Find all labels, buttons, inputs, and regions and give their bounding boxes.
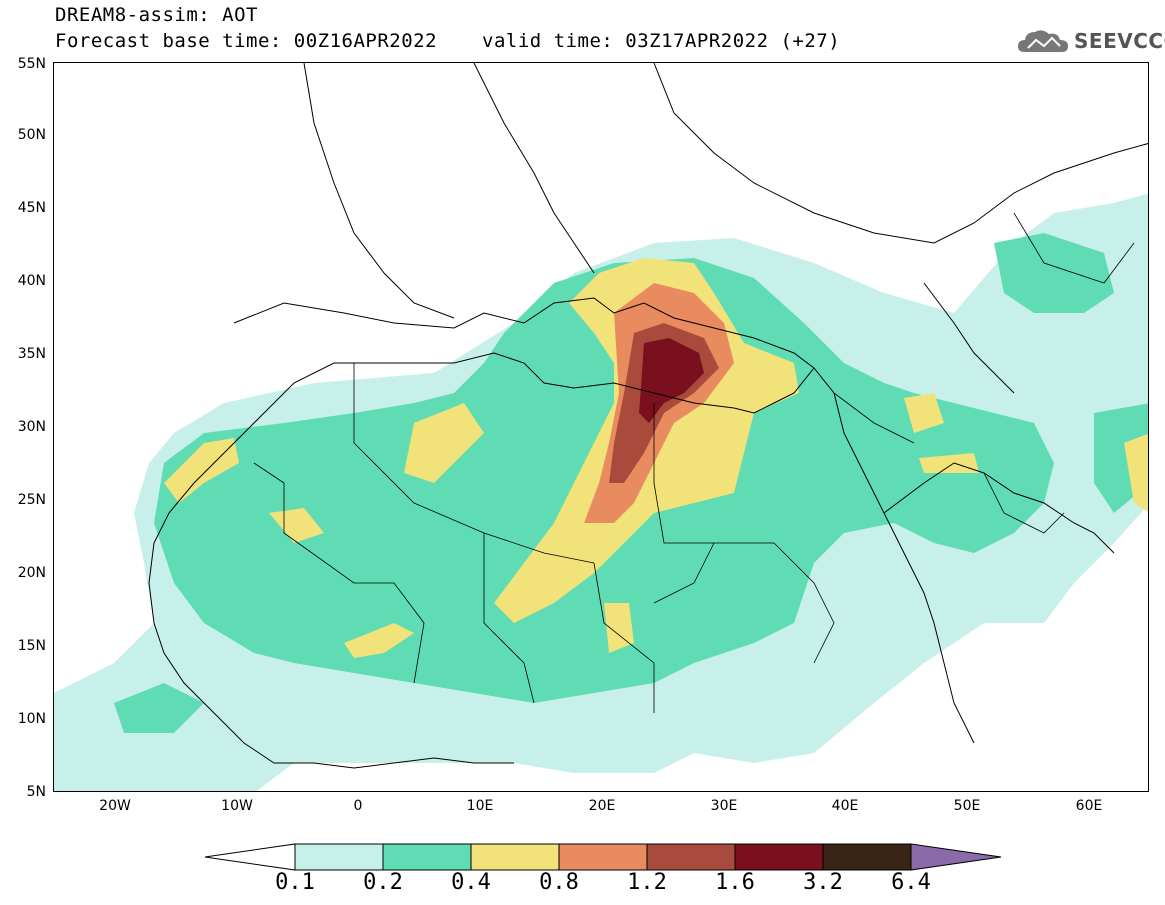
colorbar-label: 3.2 <box>803 870 843 895</box>
lon-label: 30E <box>710 798 738 814</box>
lat-label: 10N <box>17 711 46 727</box>
lon-label: 40E <box>831 798 859 814</box>
colorbar <box>205 843 1002 871</box>
lon-label: 20W <box>99 798 131 814</box>
lon-label: 50E <box>953 798 981 814</box>
map-title: DREAM8-assim: AOT <box>55 4 258 26</box>
valid-time: valid time: 03Z17APR2022 (+27) <box>482 30 841 52</box>
lat-label: 5N <box>26 784 46 800</box>
logo-text: SEEVCCC <box>1074 29 1165 53</box>
colorbar-bin-1.6 <box>734 843 824 871</box>
lon-label: 60E <box>1075 798 1103 814</box>
lat-label: 40N <box>17 273 46 289</box>
map-panel <box>53 62 1149 792</box>
colorbar-bin-0.4 <box>470 843 560 871</box>
colorbar-label: 0.8 <box>539 870 579 895</box>
lon-label: 20E <box>588 798 616 814</box>
colorbar-label: 0.1 <box>275 870 315 895</box>
forecast-base-time: Forecast base time: 00Z16APR2022 <box>55 30 438 52</box>
lat-label: 15N <box>17 638 46 654</box>
lat-label: 45N <box>17 200 46 216</box>
colorbar-bin-0.1 <box>294 843 384 871</box>
seevccc-logo: SEEVCCC <box>1016 24 1165 58</box>
country-borders <box>253 212 1135 713</box>
lat-label: 55N <box>17 56 46 72</box>
lat-label: 35N <box>17 346 46 362</box>
lon-label: 10E <box>466 798 494 814</box>
cloud-icon <box>1018 30 1068 52</box>
colorbar-label: 1.6 <box>715 870 755 895</box>
lat-label: 30N <box>17 419 46 435</box>
lon-label: 10W <box>221 798 253 814</box>
lat-label: 25N <box>17 492 46 508</box>
coastlines <box>148 63 1148 769</box>
colorbar-bin-3.2 <box>822 843 912 871</box>
aot-field-1.6 <box>639 338 704 423</box>
lon-label: 0 <box>353 798 363 814</box>
colorbar-label: 1.2 <box>627 870 667 895</box>
lat-label: 50N <box>17 127 46 143</box>
lat-label: 20N <box>17 565 46 581</box>
colorbar-label: 6.4 <box>891 870 931 895</box>
colorbar-bin-0.2 <box>382 843 472 871</box>
colorbar-label: 0.2 <box>363 870 403 895</box>
colorbar-bin-0.8 <box>558 843 648 871</box>
colorbar-bin-1.2 <box>646 843 736 871</box>
colorbar-label: 0.4 <box>451 870 491 895</box>
colorbar-upper-triangle <box>910 843 1002 871</box>
colorbar-lower-triangle <box>205 843 296 871</box>
aot-map <box>54 63 1148 791</box>
